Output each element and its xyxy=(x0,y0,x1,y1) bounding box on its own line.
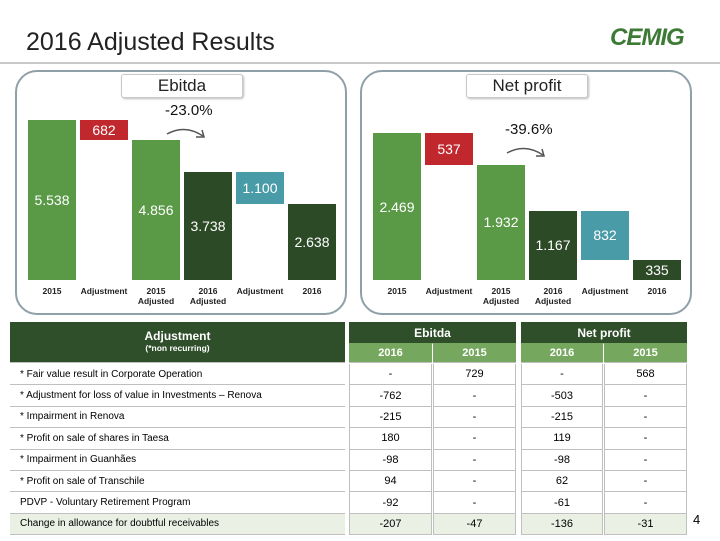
table-cell: -215 xyxy=(349,406,432,429)
category-label: 2016 xyxy=(302,286,322,296)
group-header: Net profit xyxy=(521,322,687,344)
table-cell: - xyxy=(433,449,516,471)
bar xyxy=(184,172,232,280)
page-number: 4 xyxy=(693,512,701,527)
table-cell: - xyxy=(349,364,432,386)
value-label: 1.100 xyxy=(242,179,278,196)
bar xyxy=(80,120,128,140)
table-cell: 119 xyxy=(521,428,603,450)
table-header-note: (*non recurring) xyxy=(10,343,345,363)
chart-title: Ebitda xyxy=(121,74,243,98)
annotation: -23.0% xyxy=(165,102,213,119)
value-label: 5.538 xyxy=(34,192,70,208)
year-header: 2016 xyxy=(521,343,603,363)
bar xyxy=(529,210,577,280)
year-header: 2015 xyxy=(433,343,516,363)
table-cell: -762 xyxy=(349,385,432,407)
value-label: 4.856 xyxy=(138,201,174,218)
bar xyxy=(236,172,284,204)
row-label: * Profit on sale of Transchile xyxy=(10,471,345,493)
title-rule xyxy=(0,62,720,64)
table-cell: -61 xyxy=(521,492,603,514)
value-label: 2.638 xyxy=(294,233,330,250)
table-cell: -47 xyxy=(433,513,516,536)
table-cell: - xyxy=(433,428,516,450)
table-cell: -31 xyxy=(604,513,687,536)
bar xyxy=(633,260,681,280)
table-cell: -92 xyxy=(349,492,432,514)
table-cell: 729 xyxy=(433,364,516,386)
table-cell: -98 xyxy=(521,449,603,471)
category-label: 2015 Adjusted xyxy=(482,286,520,306)
category-label: 2016 xyxy=(647,286,667,296)
bar xyxy=(288,203,336,280)
table-cell: 180 xyxy=(349,428,432,450)
value-label: 1.932 xyxy=(483,214,519,231)
table-cell: - xyxy=(433,471,516,493)
category-label: Adjustment xyxy=(80,286,128,296)
table-cell: - xyxy=(604,449,687,471)
arrow xyxy=(506,147,545,157)
table-cell: - xyxy=(433,385,516,407)
bar xyxy=(373,133,421,280)
category-label: Adjustment xyxy=(425,286,473,296)
table-cell: 94 xyxy=(349,471,432,493)
annotation: -39.6% xyxy=(505,121,553,138)
category-label: 2015 xyxy=(42,286,62,296)
value-label: 682 xyxy=(92,121,116,138)
bar xyxy=(132,139,180,280)
category-label: 2016 Adjusted xyxy=(189,286,227,306)
row-label: * Impairment in Guanhães xyxy=(10,449,345,471)
bar xyxy=(425,133,473,165)
chart-title: Net profit xyxy=(466,74,588,98)
table-cell: -136 xyxy=(521,513,603,536)
table-cell: - xyxy=(433,406,516,429)
row-label: * Adjustment for loss of value in Invest… xyxy=(10,385,345,407)
table-cell: - xyxy=(604,406,687,429)
value-label: 537 xyxy=(437,140,461,157)
table-cell: - xyxy=(433,492,516,514)
category-label: Adjustment xyxy=(581,286,629,296)
group-header: Ebitda xyxy=(349,322,516,344)
table-cell: 568 xyxy=(604,364,687,386)
category-label: 2016 Adjusted xyxy=(534,286,572,306)
bar xyxy=(477,164,525,280)
arrow xyxy=(166,128,205,138)
row-label: * Impairment in Renova xyxy=(10,406,345,429)
table-cell: - xyxy=(604,385,687,407)
table-cell: -503 xyxy=(521,385,603,407)
value-label: 832 xyxy=(593,227,617,244)
row-label: Change in allowance for doubtful receiva… xyxy=(10,513,345,536)
table-header: Adjustment xyxy=(10,322,345,344)
table-cell: - xyxy=(604,471,687,493)
category-label: Adjustment xyxy=(236,286,284,296)
table-cell: - xyxy=(604,492,687,514)
logo: CEMIG xyxy=(610,24,685,51)
category-label: 2015 xyxy=(387,286,407,296)
bar xyxy=(581,210,629,261)
slide-title: 2016 Adjusted Results xyxy=(26,28,275,56)
table-cell: -207 xyxy=(349,513,432,536)
value-label: 2.469 xyxy=(379,198,415,215)
year-header: 2016 xyxy=(349,343,432,363)
table-cell: - xyxy=(604,428,687,450)
table-cell: -98 xyxy=(349,449,432,471)
bar xyxy=(28,120,76,280)
value-label: 3.738 xyxy=(190,218,226,234)
row-label: * Fair value result in Corporate Operati… xyxy=(10,364,345,386)
table-cell: -215 xyxy=(521,406,603,429)
row-label: PDVP - Voluntary Retirement Program xyxy=(10,492,345,514)
table-cell: - xyxy=(521,364,603,386)
table-cell: 62 xyxy=(521,471,603,493)
value-label: 335 xyxy=(645,262,669,279)
row-label: * Profit on sale of shares in Taesa xyxy=(10,428,345,450)
value-label: 1.167 xyxy=(535,237,571,254)
category-label: 2015 Adjusted xyxy=(137,286,175,306)
year-header: 2015 xyxy=(604,343,687,363)
